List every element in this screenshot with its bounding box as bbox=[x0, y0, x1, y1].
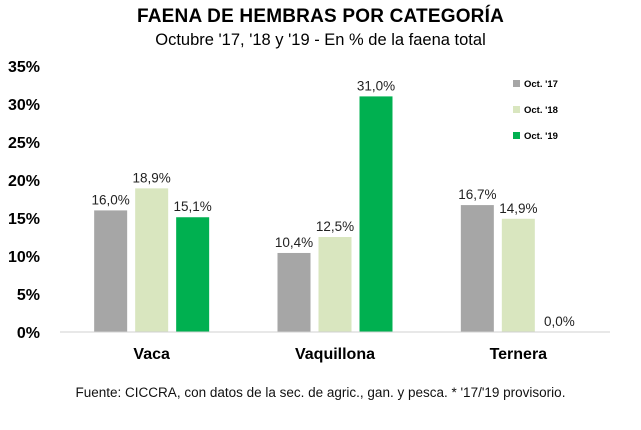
legend-label: Oct. '18 bbox=[524, 105, 558, 116]
y-axis: 0% 5% 10% 15% 20% 25% 30% 35% bbox=[8, 59, 40, 342]
x-tick-label: Vaca bbox=[133, 346, 170, 363]
data-labels: 16,0%18,9%15,1% 10,4%12,5% 31,0% 16,7%14,9%… bbox=[92, 78, 575, 329]
bar bbox=[277, 252, 311, 332]
y-tick-label: 15% bbox=[8, 211, 40, 228]
x-axis: Vaca Vaquillona Ternera bbox=[60, 331, 610, 363]
y-tick-label: 5% bbox=[17, 287, 40, 304]
data-label: 12,5% bbox=[316, 219, 354, 234]
x-tick-label: Ternera bbox=[490, 346, 548, 363]
data-label: 15,1% bbox=[174, 199, 212, 214]
bar bbox=[501, 218, 535, 332]
bars bbox=[94, 96, 535, 333]
bar bbox=[460, 205, 494, 332]
bar bbox=[94, 210, 128, 332]
y-tick-label: 30% bbox=[8, 97, 40, 114]
y-tick-label: 10% bbox=[8, 249, 40, 266]
bar bbox=[135, 188, 169, 332]
data-label: 18,9% bbox=[133, 170, 171, 185]
data-label: 31,0% bbox=[357, 78, 395, 93]
data-label: 0,0% bbox=[544, 314, 575, 329]
chart-subtitle: Octubre '17, '18 y '19 - En % de la faen… bbox=[155, 31, 486, 49]
y-tick-label: 35% bbox=[8, 59, 40, 76]
legend: Oct. '17 Oct. '18 Oct. '19 bbox=[513, 79, 558, 142]
y-tick-label: 0% bbox=[17, 325, 40, 342]
chart-title: FAENA DE HEMBRAS POR CATEGORÍA bbox=[136, 6, 505, 27]
data-label: 16,7% bbox=[458, 187, 496, 202]
source-note: Fuente: CICCRA, con datos de la sec. de … bbox=[75, 385, 566, 400]
bar bbox=[176, 217, 210, 332]
x-tick-label: Vaquillona bbox=[295, 346, 375, 363]
legend-swatch bbox=[513, 132, 520, 139]
legend-swatch bbox=[513, 106, 520, 113]
data-label: 10,4% bbox=[275, 235, 313, 250]
legend-label: Oct. '19 bbox=[524, 131, 558, 142]
y-tick-label: 25% bbox=[8, 135, 40, 152]
bar bbox=[359, 96, 393, 333]
y-tick-label: 20% bbox=[8, 173, 40, 190]
data-label: 14,9% bbox=[499, 201, 537, 216]
legend-label: Oct. '17 bbox=[524, 79, 558, 90]
data-label: 16,0% bbox=[92, 192, 130, 207]
bar bbox=[318, 237, 352, 332]
legend-swatch bbox=[513, 80, 520, 87]
